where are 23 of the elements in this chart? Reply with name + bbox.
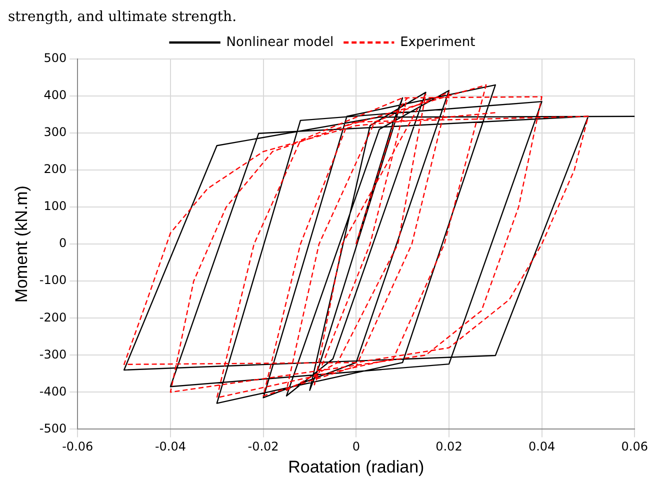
x-tick-label: -0.04 xyxy=(154,440,186,454)
x-tick-label: 0.04 xyxy=(528,440,556,454)
x-tick-label: 0.02 xyxy=(436,440,462,454)
y-tick-label: 400 xyxy=(44,88,67,102)
y-tick-label: -300 xyxy=(39,347,67,362)
text: strength, and ultimate strength. xyxy=(8,8,238,26)
y-tick-label: 300 xyxy=(44,125,67,140)
x-tick-label: -0.02 xyxy=(248,440,279,454)
legend-label: Experiment xyxy=(400,34,476,50)
y-tick-label: -200 xyxy=(39,310,67,324)
y-tick-label: 500 xyxy=(44,51,67,66)
legend-label: Nonlinear model xyxy=(226,34,334,50)
y-tick-label: 200 xyxy=(44,162,67,176)
y-tick-label: 100 xyxy=(44,199,67,214)
y-tick-label: 0 xyxy=(58,236,67,250)
y-tick-label: -400 xyxy=(39,384,67,398)
x-tick-label: -0.06 xyxy=(62,440,94,454)
x-tick-label: 0.06 xyxy=(621,440,648,454)
y-axis-title: Moment (kN.m) xyxy=(12,186,31,303)
y-tick-label: -500 xyxy=(39,421,67,436)
x-axis-title: Roatation (radian) xyxy=(288,457,424,476)
x-tick-label: 0 xyxy=(352,440,360,454)
y-tick-label: -100 xyxy=(39,273,67,288)
